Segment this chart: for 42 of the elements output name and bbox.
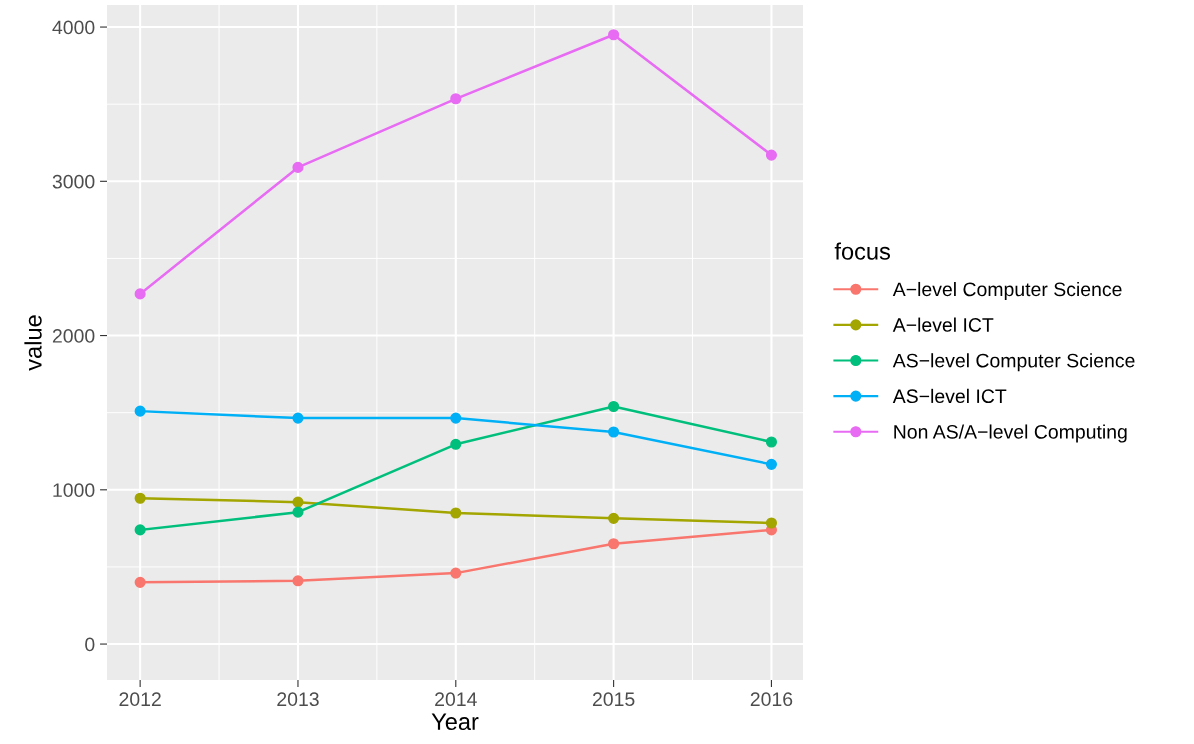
- point: [292, 412, 304, 424]
- point: [134, 576, 146, 588]
- y-tick-label: 2000: [52, 329, 95, 343]
- legend-label: AS−level Computer Science: [892, 353, 1135, 372]
- x-tick-label: 2015: [592, 692, 635, 707]
- point: [134, 524, 146, 536]
- x-tick-label: 2012: [119, 692, 161, 707]
- y-tick-label: 4000: [52, 20, 95, 35]
- point: [765, 149, 777, 161]
- point: [608, 400, 620, 413]
- legend-title: focus: [834, 242, 890, 260]
- point: [765, 436, 777, 448]
- y-tick-label: 0: [85, 637, 95, 652]
- x-tick-label: 2014: [435, 692, 477, 707]
- x-tick-label: 2016: [750, 692, 793, 707]
- point: [450, 567, 462, 579]
- legend-label: Non AS/A−level Computing: [894, 424, 1127, 443]
- point: [450, 93, 462, 105]
- y-tick-label: 1000: [53, 483, 95, 498]
- point: [292, 506, 304, 518]
- legend-label: A−level ICT: [892, 317, 994, 332]
- point: [134, 405, 146, 417]
- point: [292, 161, 304, 173]
- legend-label: A−level Computer Science: [892, 281, 1122, 301]
- point: [608, 426, 620, 438]
- y-axis-title: value: [24, 315, 42, 371]
- point: [450, 438, 462, 450]
- point: [608, 512, 620, 524]
- point: [765, 458, 777, 470]
- point: [608, 538, 620, 550]
- y-tick-label: 3000: [52, 174, 95, 189]
- x-axis-title: Year: [431, 713, 479, 731]
- x-tick-label: 2013: [277, 692, 319, 707]
- point: [292, 575, 304, 587]
- point: [608, 29, 620, 41]
- point: [450, 412, 462, 424]
- point: [450, 507, 462, 519]
- point: [292, 496, 304, 508]
- point: [134, 288, 146, 300]
- legend-label: AS−level ICT: [892, 388, 1007, 404]
- point: [134, 492, 146, 504]
- point: [765, 517, 777, 529]
